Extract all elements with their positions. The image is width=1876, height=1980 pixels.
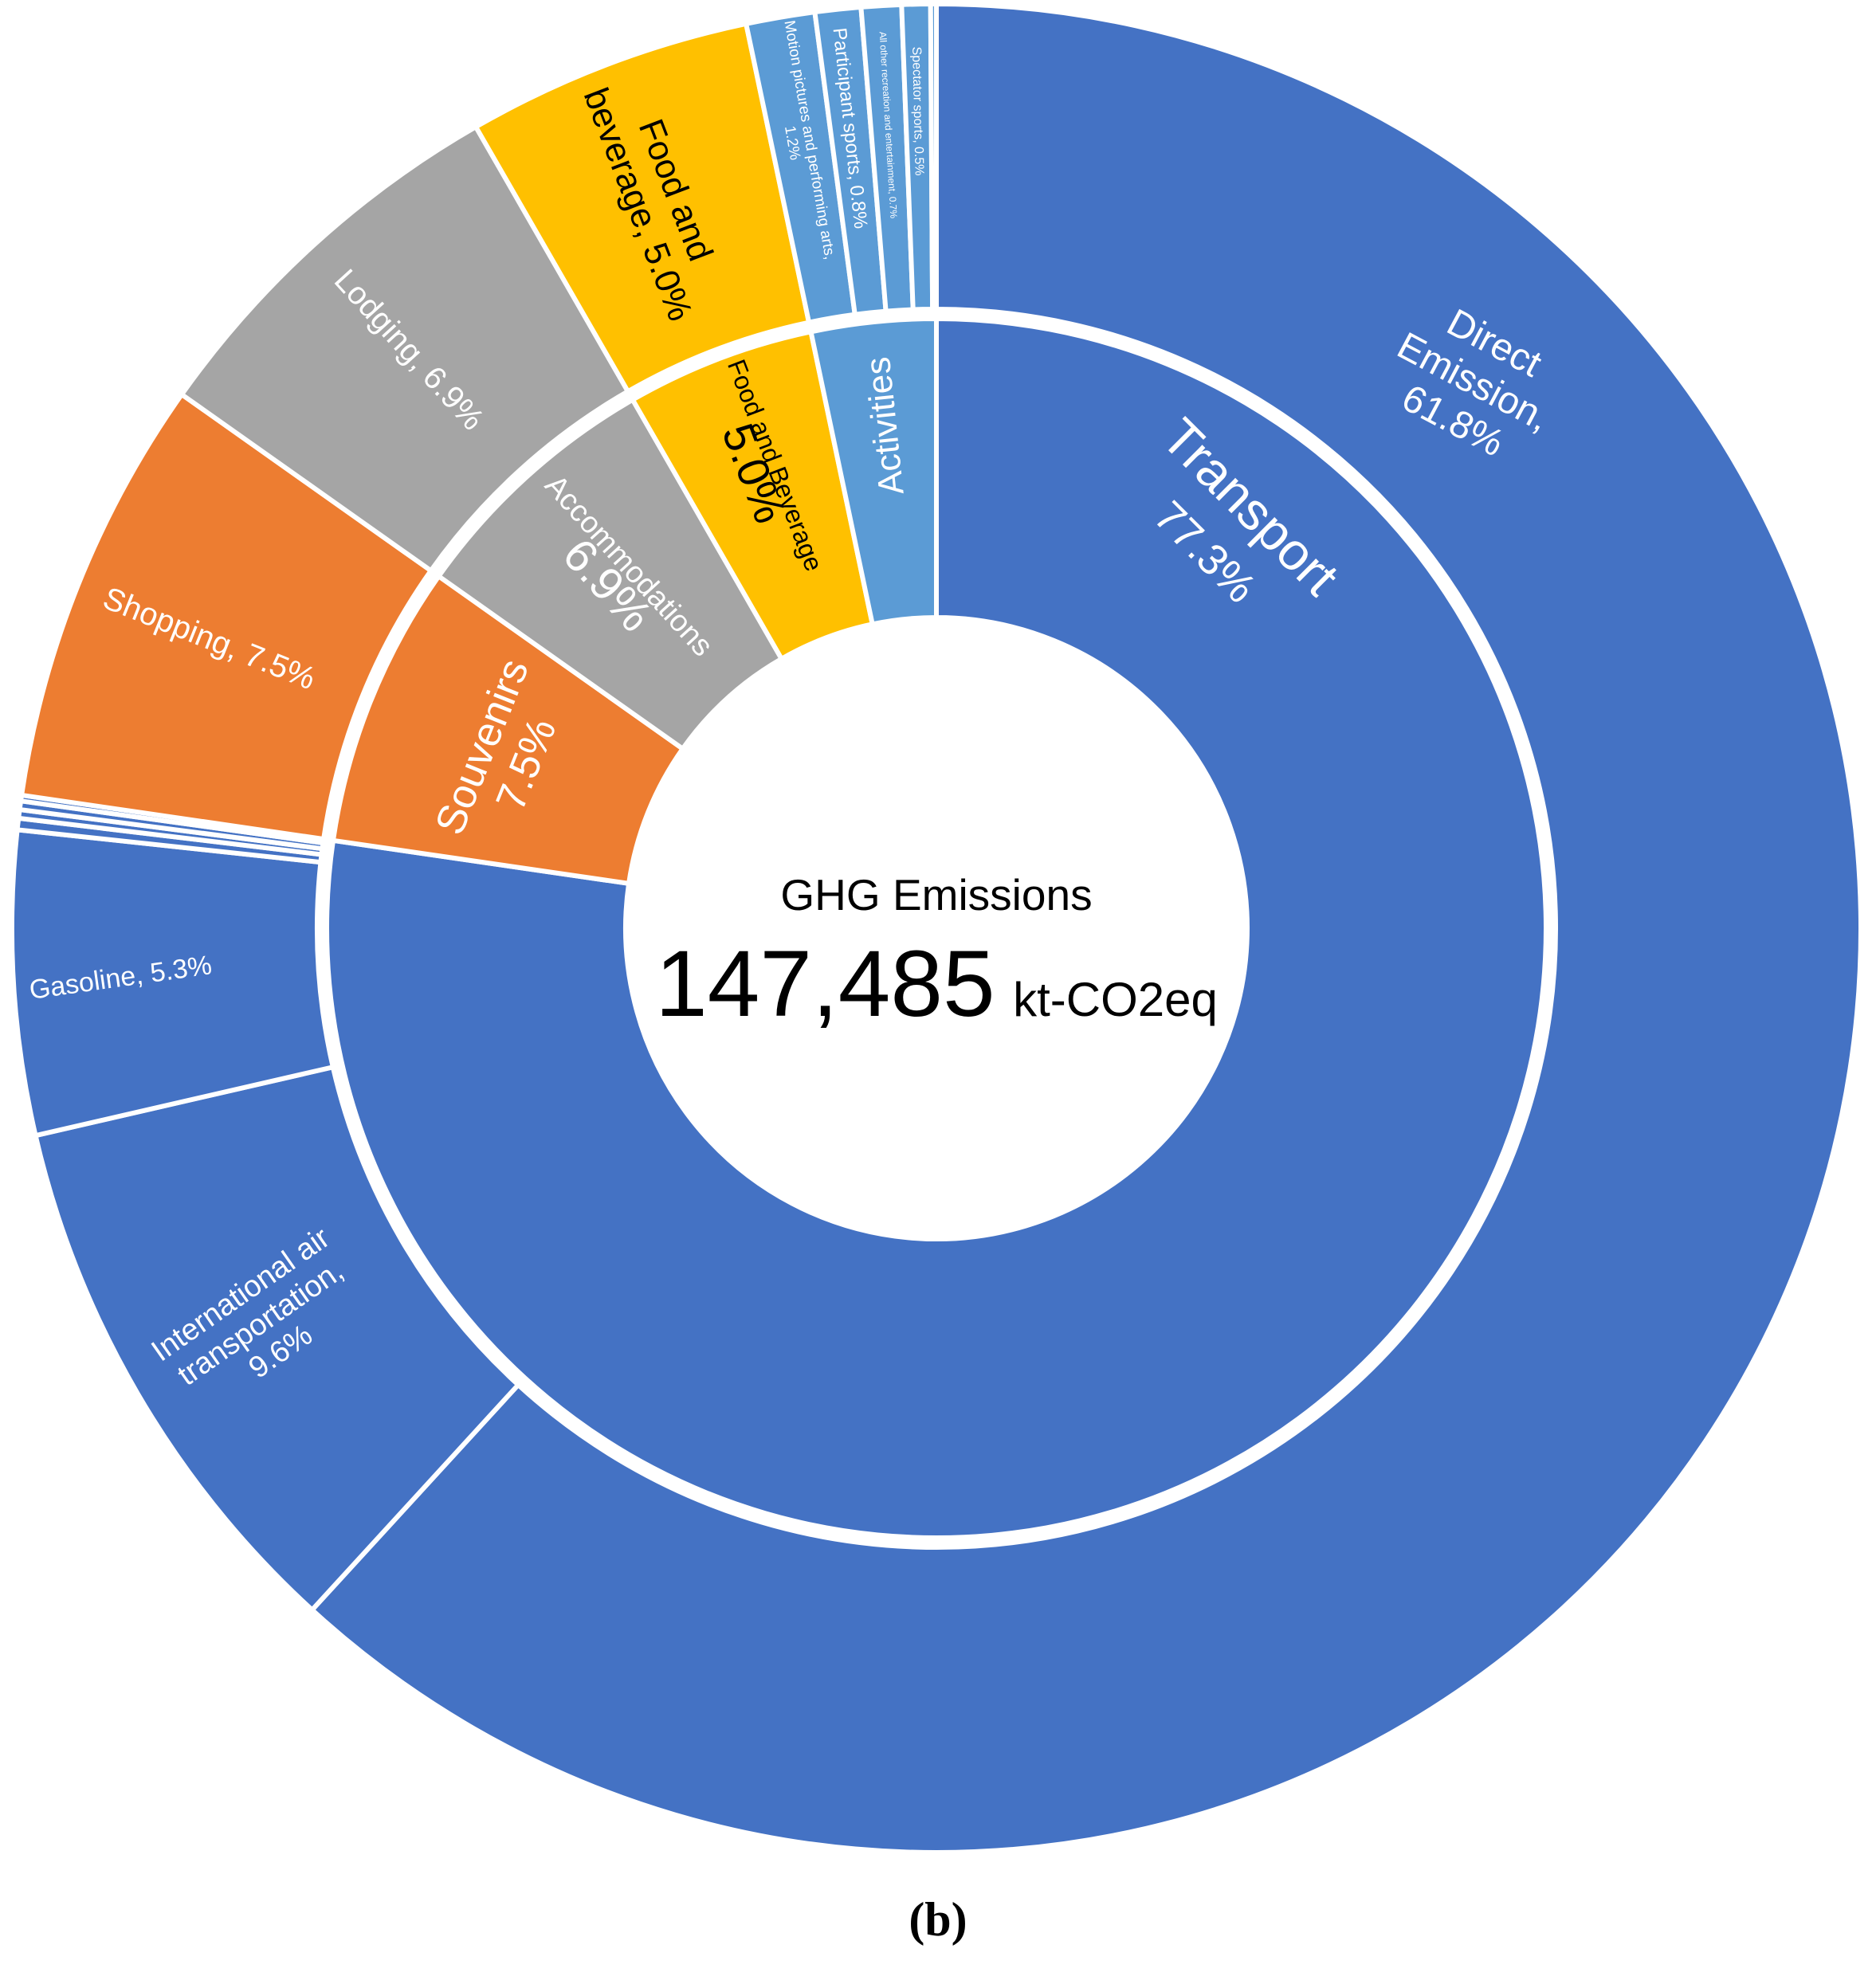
figure-caption: (b)	[909, 1893, 967, 1946]
center-total-unit: kt-CO2eq	[1013, 973, 1218, 1026]
inner-ring	[324, 316, 1548, 1540]
center-title: GHG Emissions	[780, 870, 1092, 919]
center-label-group: GHG Emissions 147,485 kt-CO2eq	[655, 870, 1218, 1037]
center-total-value: 147,485	[655, 931, 995, 1037]
inner-slice-activities	[807, 316, 939, 627]
outer-label-13: Spectator sports, 0.5%	[909, 46, 926, 175]
outer-ring	[10, 1, 1863, 1855]
center-hole	[626, 618, 1247, 1239]
center-total: 147,485 kt-CO2eq	[655, 931, 1218, 1037]
outer-slice-14	[928, 1, 939, 312]
outer-slice-0	[308, 1, 1863, 1855]
outer-label-0: DirectEmission,61.8%	[1370, 286, 1577, 479]
